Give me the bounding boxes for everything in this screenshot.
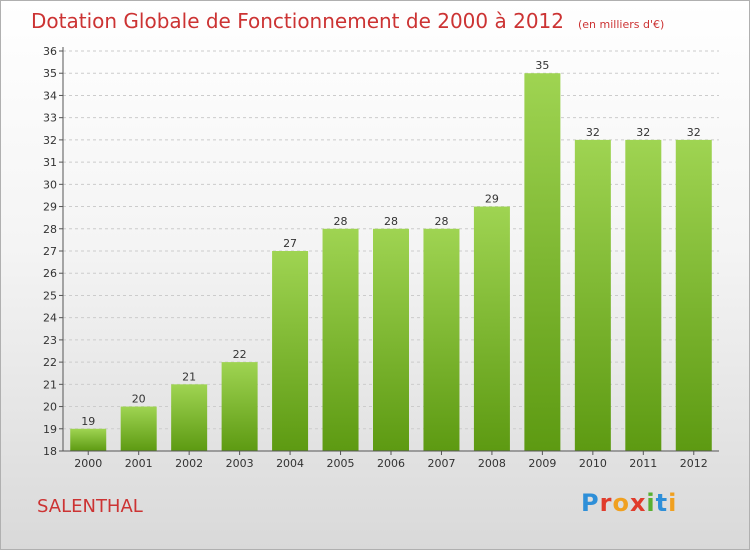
- value-label-2006: 28: [384, 215, 398, 228]
- title-text: Dotation Globale de Fonctionnement de 20…: [31, 9, 564, 33]
- value-label-2003: 22: [233, 348, 247, 361]
- y-tick-label: 31: [43, 156, 57, 169]
- y-tick-label: 36: [43, 45, 57, 58]
- bar-2003: [221, 362, 258, 451]
- axes: [59, 47, 719, 455]
- value-label-2001: 20: [132, 393, 146, 406]
- value-label-2005: 28: [334, 215, 348, 228]
- bar-2012: [675, 139, 712, 451]
- x-tick-label-2006: 2006: [377, 457, 405, 470]
- value-label-2011: 32: [636, 126, 650, 139]
- value-label-2000: 19: [81, 415, 95, 428]
- bar-2008: [473, 206, 510, 451]
- y-tick-label: 20: [43, 401, 57, 414]
- bar-2000: [70, 428, 107, 451]
- y-tick-label: 25: [43, 289, 57, 302]
- x-tick-label-2011: 2011: [629, 457, 657, 470]
- value-label-2002: 21: [182, 370, 196, 383]
- y-tick-label: 19: [43, 423, 57, 436]
- bars: [70, 73, 712, 451]
- bar-2007: [423, 228, 460, 451]
- value-label-2007: 28: [434, 215, 448, 228]
- y-tick-label: 28: [43, 223, 57, 236]
- x-tick-label-2007: 2007: [427, 457, 455, 470]
- y-tick-label: 34: [43, 89, 57, 102]
- x-tick-label-2010: 2010: [579, 457, 607, 470]
- location-name: SALENTHAL: [37, 496, 143, 517]
- value-label-2012: 32: [687, 126, 701, 139]
- y-tick-label: 23: [43, 334, 57, 347]
- bar-2009: [524, 73, 561, 451]
- bar-2005: [322, 228, 359, 451]
- x-tick-label-2004: 2004: [276, 457, 304, 470]
- x-tick-label-2005: 2005: [327, 457, 355, 470]
- bar-2004: [272, 251, 309, 451]
- y-tick-label: 35: [43, 67, 57, 80]
- bar-2006: [373, 228, 409, 451]
- x-tick-label-2002: 2002: [175, 457, 203, 470]
- y-tick-label: 33: [43, 112, 57, 125]
- x-tick-label-2008: 2008: [478, 457, 506, 470]
- y-tick-label: 26: [43, 267, 57, 280]
- bar-2010: [574, 139, 611, 451]
- chart-title: Dotation Globale de Fonctionnement de 20…: [31, 9, 664, 33]
- value-label-2010: 32: [586, 126, 600, 139]
- x-tick-label-2012: 2012: [680, 457, 708, 470]
- y-tick-label: 21: [43, 378, 57, 391]
- y-tick-label: 30: [43, 178, 57, 191]
- y-tick-label: 22: [43, 356, 57, 369]
- bar-2002: [171, 384, 208, 451]
- y-tick-label: 29: [43, 201, 57, 214]
- value-label-2004: 27: [283, 237, 297, 250]
- y-tick-label: 24: [43, 312, 57, 325]
- proxiti-logo: Proxiti: [581, 489, 678, 517]
- bar-2011: [625, 139, 662, 451]
- y-tick-label: 32: [43, 134, 57, 147]
- bar-2001: [120, 406, 157, 451]
- value-label-2008: 29: [485, 193, 499, 206]
- x-tick-label-2000: 2000: [74, 457, 102, 470]
- x-tick-label-2001: 2001: [125, 457, 153, 470]
- value-label-2009: 35: [535, 59, 549, 72]
- x-tick-label-2009: 2009: [528, 457, 556, 470]
- x-tick-label-2003: 2003: [226, 457, 254, 470]
- chart-subtitle: (en milliers d'€): [578, 18, 665, 31]
- y-tick-label: 18: [43, 445, 57, 458]
- labels: 18 19 20 21 22 23 24 25 26 27 28 29 30 31 32 33 34 35 36 19…: [43, 45, 708, 470]
- y-tick-label: 27: [43, 245, 57, 258]
